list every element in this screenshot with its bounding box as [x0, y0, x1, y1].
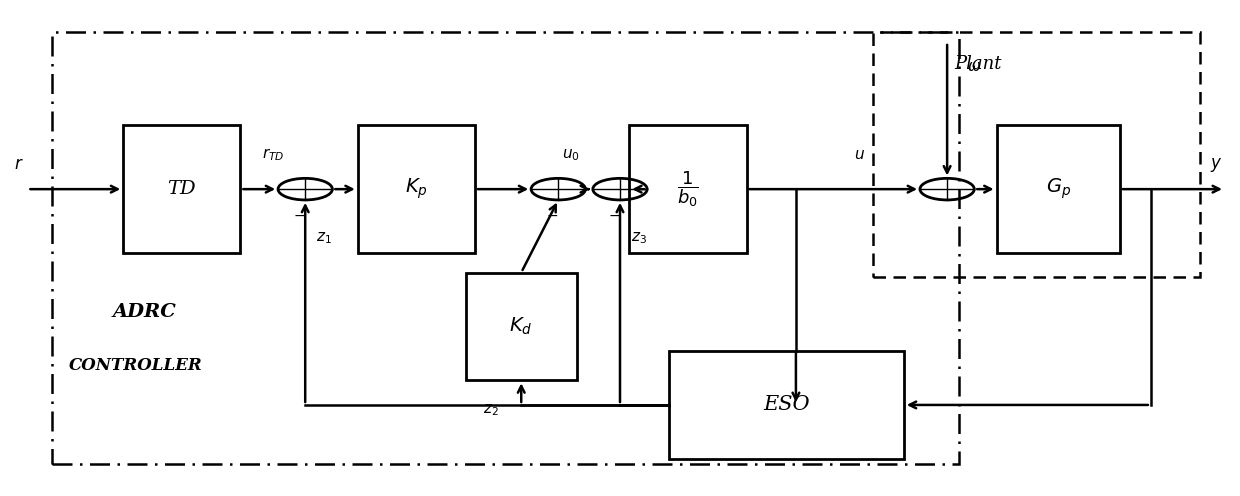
Text: $u$: $u$ — [853, 148, 864, 162]
Bar — [629, 125, 746, 253]
Text: $z_2$: $z_2$ — [482, 402, 498, 418]
Text: $K_d$: $K_d$ — [510, 316, 533, 337]
Text: $-$: $-$ — [293, 208, 305, 222]
Text: $-$: $-$ — [546, 208, 558, 222]
Text: $y$: $y$ — [1210, 156, 1223, 174]
Text: $\dfrac{1}{b_0}$: $\dfrac{1}{b_0}$ — [677, 169, 699, 209]
Bar — [997, 125, 1120, 253]
Text: $z_1$: $z_1$ — [316, 230, 331, 246]
Text: Plant: Plant — [955, 55, 1002, 73]
Text: $r_{TD}$: $r_{TD}$ — [262, 146, 284, 163]
Text: CONTROLLER: CONTROLLER — [69, 357, 203, 374]
Text: TD: TD — [167, 180, 196, 198]
Text: $z_3$: $z_3$ — [631, 230, 646, 246]
Bar — [52, 32, 960, 464]
Bar — [466, 272, 577, 380]
Text: $u_0$: $u_0$ — [562, 147, 579, 163]
Bar — [123, 125, 241, 253]
Text: ADRC: ADRC — [113, 303, 176, 321]
Text: $\omega$: $\omega$ — [967, 60, 981, 73]
Text: $-$: $-$ — [608, 208, 620, 222]
Bar — [357, 125, 475, 253]
Bar — [670, 351, 904, 459]
Bar — [873, 32, 1200, 277]
Text: $K_p$: $K_p$ — [405, 177, 428, 201]
Text: $r$: $r$ — [14, 156, 24, 173]
Text: $G_p$: $G_p$ — [1045, 177, 1071, 201]
Text: ESO: ESO — [764, 395, 810, 415]
